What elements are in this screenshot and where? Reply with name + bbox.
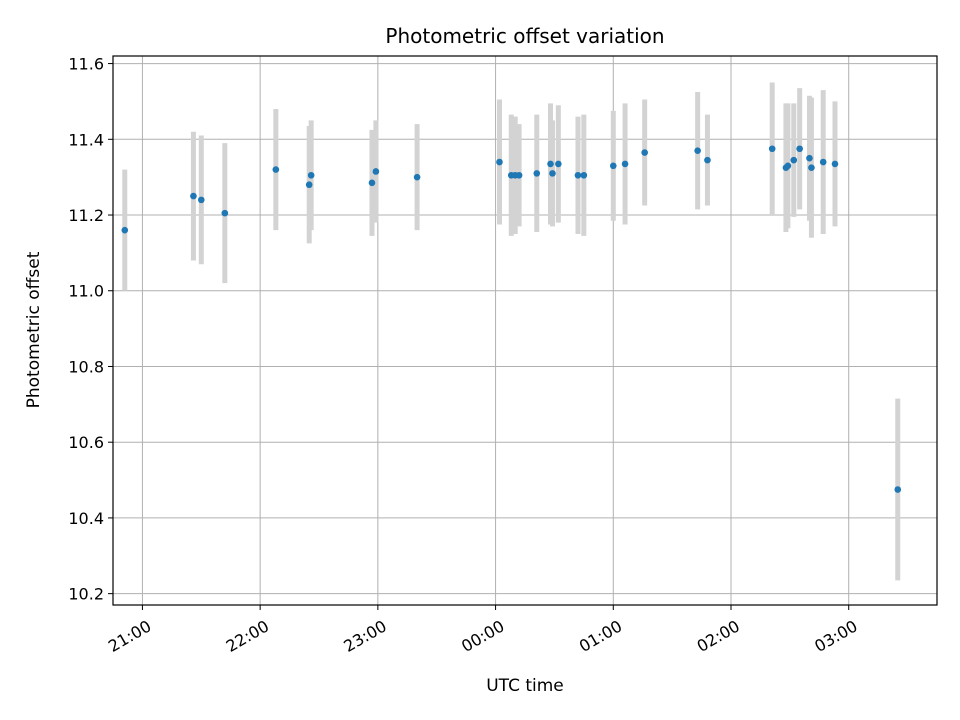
data-point <box>413 173 421 181</box>
data-point <box>790 156 798 164</box>
y-tick-label: 11.6 <box>68 55 104 74</box>
data-point <box>197 196 205 204</box>
data-point <box>768 145 776 153</box>
data-point <box>609 162 617 170</box>
data-point <box>272 166 280 173</box>
data-point <box>819 158 827 166</box>
data-point <box>831 160 839 168</box>
y-tick-label: 11.0 <box>68 282 104 301</box>
y-tick-label: 10.2 <box>68 585 104 604</box>
plot-frame <box>112 55 938 606</box>
data-point <box>580 171 588 179</box>
data-point <box>694 147 701 154</box>
x-axis-label: UTC time <box>486 676 564 696</box>
data-point <box>368 179 376 187</box>
data-point <box>796 145 803 153</box>
data-point <box>190 192 197 200</box>
data-point <box>121 226 129 234</box>
data-point <box>894 486 902 493</box>
data-point <box>621 160 629 168</box>
data-point <box>704 156 711 164</box>
data-point <box>221 209 229 217</box>
y-tick-label: 11.4 <box>68 130 104 149</box>
data-point <box>641 149 648 156</box>
y-tick-label: 10.6 <box>68 433 104 452</box>
data-point <box>549 170 556 177</box>
y-tick-label: 10.4 <box>68 509 104 528</box>
data-point <box>307 171 315 179</box>
data-point <box>515 171 523 179</box>
data-point <box>555 160 562 168</box>
y-tick-label: 10.8 <box>68 357 104 376</box>
data-point <box>533 170 541 177</box>
data-point <box>574 171 582 179</box>
data-point <box>372 168 380 175</box>
data-point <box>305 181 313 189</box>
chart-title: Photometric offset variation <box>385 24 664 48</box>
data-point <box>547 160 554 168</box>
data-point <box>496 158 503 166</box>
data-point <box>808 164 815 171</box>
data-points <box>121 145 902 493</box>
y-tick-label: 11.2 <box>68 206 104 225</box>
y-axis-label: Photometric offset <box>24 251 44 408</box>
data-point <box>806 154 813 162</box>
data-point <box>784 162 792 170</box>
y-axis-ticks: 10.2 10.4 10.6 10.8 11.0 11.2 11.4 11.6 <box>68 55 113 604</box>
